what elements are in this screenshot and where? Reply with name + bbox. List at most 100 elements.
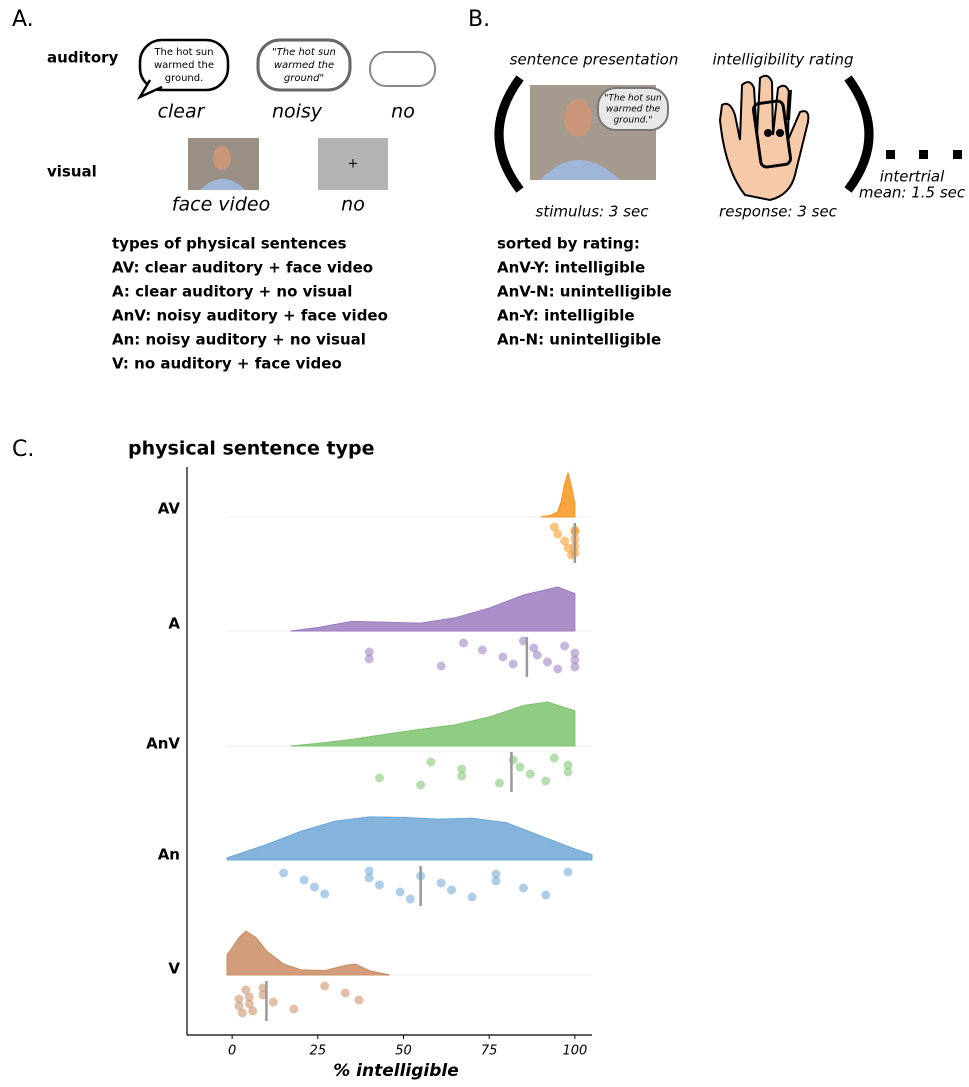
- data-point: [570, 648, 580, 658]
- category-label: V: [168, 960, 180, 978]
- data-point: [289, 1004, 299, 1014]
- data-point: [553, 529, 563, 539]
- data-point: [299, 875, 309, 885]
- data-point: [542, 657, 552, 667]
- data-point: [553, 664, 563, 674]
- intertrial-label: intertrial: [880, 168, 945, 186]
- bubble-line: warmed the: [154, 60, 214, 71]
- data-point: [541, 890, 551, 900]
- row-label: auditory: [47, 49, 119, 67]
- data-point: [457, 764, 467, 774]
- list-item: AnV-N: unintelligible: [497, 283, 672, 301]
- category-label: AnV: [146, 735, 180, 753]
- x-tick-label: 100: [562, 1044, 587, 1059]
- data-point: [237, 1008, 247, 1018]
- data-point: [563, 867, 573, 877]
- x-tick-label: 0: [228, 1044, 236, 1059]
- list-item: An: noisy auditory + no visual: [112, 331, 366, 349]
- data-point: [491, 876, 501, 886]
- data-point: [320, 889, 330, 899]
- condition: noisy: [272, 101, 323, 123]
- panel-label: C.: [12, 437, 34, 462]
- data-point: [375, 773, 385, 783]
- condition: no: [341, 194, 365, 216]
- data-point: [340, 988, 350, 998]
- data-point: [518, 883, 528, 893]
- data-point: [508, 659, 518, 669]
- data-point: [446, 885, 456, 895]
- data-point: [436, 661, 446, 671]
- condition: face video: [172, 194, 270, 216]
- density: [540, 471, 576, 518]
- list-item: AV: clear auditory + face video: [112, 259, 373, 277]
- intertrial-caption: mean: 1.5 sec: [859, 184, 966, 202]
- data-point: [525, 769, 535, 779]
- panel-label: B.: [468, 7, 490, 32]
- bubble-tail: [136, 79, 163, 100]
- data-point: [457, 771, 467, 781]
- data-point: [515, 762, 525, 772]
- fixation-screen: [318, 138, 388, 190]
- data-point: [268, 997, 278, 1007]
- speech-bubble: [369, 51, 436, 87]
- condition: no: [391, 101, 415, 123]
- panel-label: A.: [12, 7, 34, 32]
- data-point: [375, 880, 385, 890]
- speech-bubble: [138, 38, 230, 92]
- stage-caption: stimulus: 3 sec: [536, 203, 650, 221]
- density: [290, 586, 576, 632]
- face-image: [188, 138, 259, 190]
- data-point: [354, 995, 364, 1005]
- data-point: [541, 776, 551, 786]
- data-point: [244, 999, 254, 1009]
- bubble-line: "The hot sun: [604, 94, 662, 104]
- data-point: [241, 985, 251, 995]
- list-item: AnV-Y: intelligible: [497, 259, 645, 277]
- bubble-line: The hot sun: [153, 47, 213, 58]
- category-label: An: [158, 846, 180, 864]
- bracket: [844, 75, 874, 193]
- list-item: A: clear auditory + no visual: [112, 283, 352, 301]
- data-point: [436, 878, 446, 888]
- stage-title: sentence presentation: [510, 51, 679, 69]
- list-title: types of physical sentences: [112, 235, 347, 253]
- data-point: [405, 894, 415, 904]
- data-point: [529, 643, 539, 653]
- data-point: [364, 873, 374, 883]
- bubble-line: warmed the: [606, 105, 661, 115]
- data-point: [508, 755, 518, 765]
- list-item: AnV: noisy auditory + face video: [112, 307, 388, 325]
- dot: [919, 150, 928, 159]
- data-point: [416, 780, 426, 790]
- data-point: [248, 1006, 258, 1016]
- hand-icon: [718, 74, 810, 202]
- row-label: visual: [47, 163, 97, 181]
- types-list: types of physical sentences AV: clear au…: [112, 235, 388, 373]
- data-point: [477, 645, 487, 655]
- list-item: V: no auditory + face video: [112, 355, 342, 373]
- data-point: [560, 641, 570, 651]
- list-item: An-Y: intelligible: [497, 307, 635, 325]
- data-point: [244, 992, 254, 1002]
- dot: [886, 150, 895, 159]
- x-tick-label: 25: [310, 1044, 327, 1059]
- data-point: [234, 1001, 244, 1011]
- data-point: [494, 778, 504, 788]
- bracket: [494, 75, 524, 193]
- data-point: [364, 647, 374, 657]
- data-point: [426, 757, 436, 767]
- x-axis-label: % intelligible: [333, 1061, 459, 1081]
- bubble-line: "The hot sun: [272, 47, 336, 58]
- sorted-list: sorted by rating: AnV-Y: intelligible AnV…: [497, 235, 672, 349]
- bubble-text: The hot sun warmed the ground.: [153, 47, 214, 84]
- data-point: [309, 882, 319, 892]
- x-tick-label: 50: [395, 1044, 412, 1059]
- data-point: [549, 522, 559, 532]
- bubble-text: "The hot sun warmed the ground.": [604, 94, 662, 126]
- stage-title: intelligibility rating: [713, 51, 854, 69]
- data-point: [570, 655, 580, 665]
- chart-title: physical sentence type: [128, 438, 374, 460]
- data-point: [279, 868, 289, 878]
